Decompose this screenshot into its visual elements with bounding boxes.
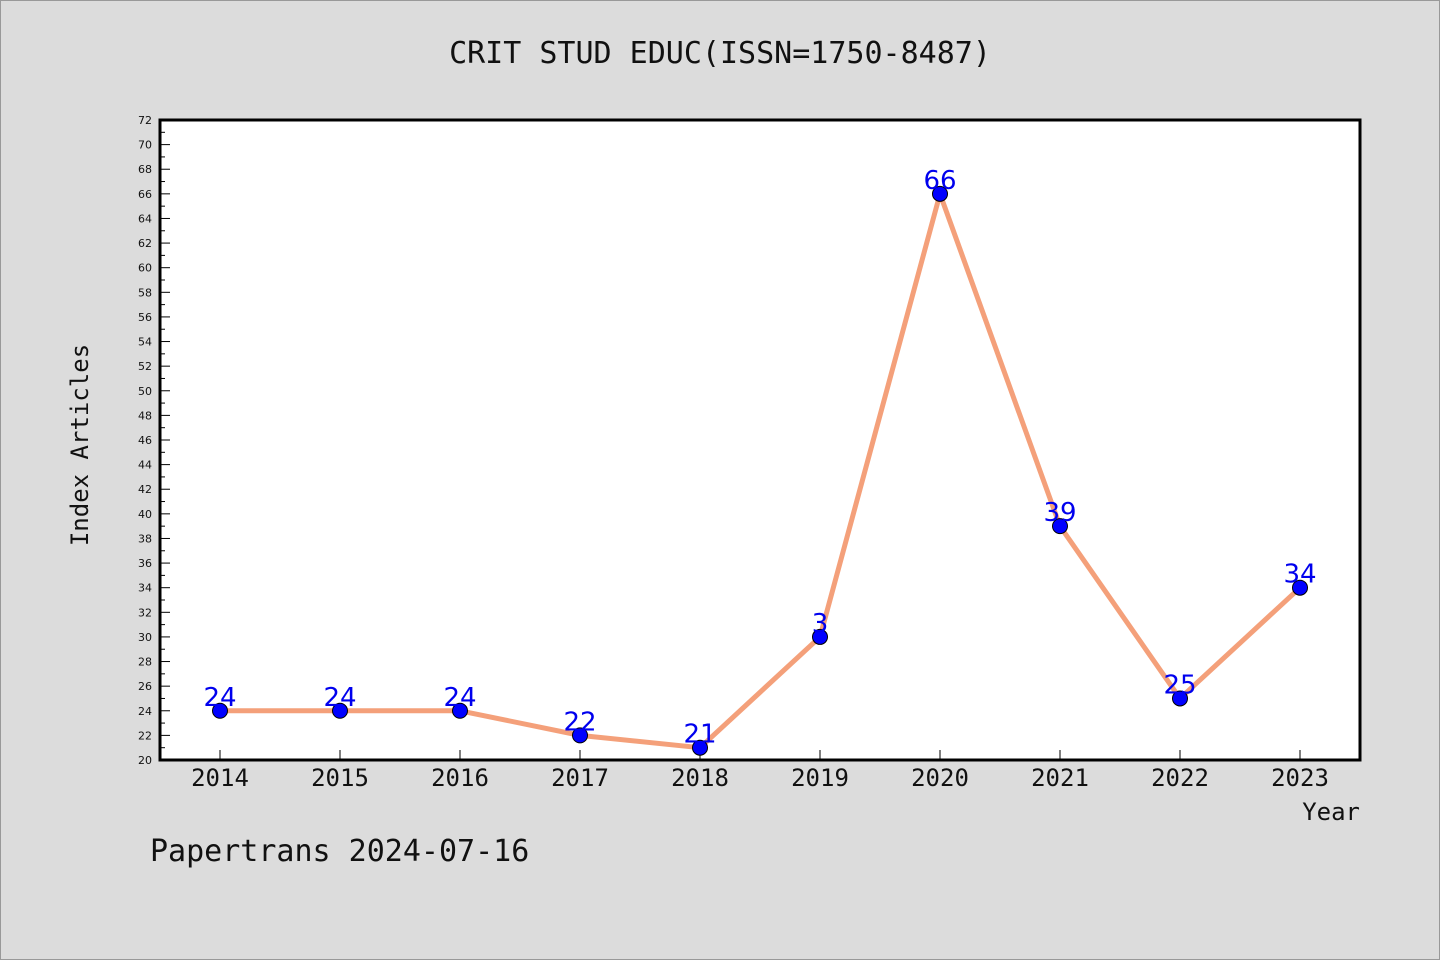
y-tick-label: 40 bbox=[138, 508, 152, 521]
data-label: 24 bbox=[443, 683, 476, 713]
data-label: 3 bbox=[812, 609, 829, 639]
data-point bbox=[1052, 518, 1068, 535]
y-tick-label: 64 bbox=[138, 212, 152, 225]
x-tick-label: 2022 bbox=[1151, 764, 1209, 792]
data-point bbox=[332, 702, 348, 719]
data-label: 22 bbox=[563, 707, 596, 737]
y-tick-label: 22 bbox=[138, 729, 152, 742]
x-tick-label: 2014 bbox=[191, 764, 249, 792]
y-tick-label: 70 bbox=[138, 139, 152, 152]
y-tick-label: 46 bbox=[138, 434, 152, 447]
y-axis-ticks: 20 22 24 26 28 30 32 34 36 38 40 42 44 46 48 50 52 54 56 58… bbox=[138, 114, 170, 767]
data-point bbox=[932, 185, 948, 202]
data-point bbox=[1172, 690, 1188, 707]
x-tick-label: 2018 bbox=[671, 764, 729, 792]
series-line bbox=[220, 191, 1302, 751]
x-axis-label: Year bbox=[1302, 798, 1360, 826]
y-tick-label: 30 bbox=[138, 631, 152, 644]
y-tick-label: 44 bbox=[138, 459, 152, 472]
y-tick-label: 24 bbox=[138, 705, 152, 718]
chart-title: CRIT STUD EDUC(ISSN=1750-8487) bbox=[449, 36, 991, 71]
data-label: 66 bbox=[923, 166, 956, 196]
x-tick-label: 2021 bbox=[1031, 764, 1089, 792]
y-tick-label: 28 bbox=[138, 656, 152, 669]
y-tick-label: 60 bbox=[138, 262, 152, 275]
y-tick-label: 52 bbox=[138, 360, 152, 373]
y-tick-label: 56 bbox=[138, 311, 152, 324]
x-tick-label: 2016 bbox=[431, 764, 489, 792]
data-label: 34 bbox=[1283, 560, 1316, 590]
y-tick-label: 50 bbox=[138, 385, 152, 398]
y-tick-label: 26 bbox=[138, 680, 152, 693]
footer-credit: Papertrans 2024-07-16 bbox=[150, 834, 530, 869]
data-label: 39 bbox=[1043, 498, 1076, 528]
x-tick-label: 2015 bbox=[311, 764, 369, 792]
y-tick-label: 36 bbox=[138, 557, 152, 570]
data-point bbox=[212, 702, 228, 719]
plot-area bbox=[158, 118, 1362, 762]
data-point bbox=[572, 727, 588, 744]
y-tick-label: 54 bbox=[138, 336, 152, 349]
y-tick-label: 66 bbox=[138, 188, 152, 201]
y-tick-label: 32 bbox=[138, 606, 152, 619]
x-tick-label: 2023 bbox=[1271, 764, 1329, 792]
y-tick-label: 68 bbox=[138, 163, 152, 176]
y-tick-label: 38 bbox=[138, 532, 152, 545]
data-label: 21 bbox=[683, 720, 716, 750]
data-label: 24 bbox=[203, 683, 236, 713]
data-point bbox=[812, 628, 828, 645]
y-tick-label: 72 bbox=[138, 114, 152, 127]
y-axis-label: Index Articles bbox=[66, 344, 94, 546]
x-tick-label: 2020 bbox=[911, 764, 969, 792]
series-layer: 24 24 24 22 21 3 66 39 25 34 bbox=[203, 166, 1317, 756]
data-point bbox=[1292, 579, 1308, 596]
x-axis-ticks: 2014 2015 2016 2017 2018 2019 2020 2021 2022 2023 bbox=[191, 750, 1329, 792]
y-tick-label: 58 bbox=[138, 286, 152, 299]
x-tick-label: 2019 bbox=[791, 764, 849, 792]
y-tick-label: 42 bbox=[138, 483, 152, 496]
x-tick-label: 2017 bbox=[551, 764, 609, 792]
data-label: 25 bbox=[1163, 670, 1196, 700]
y-tick-label: 20 bbox=[138, 754, 152, 767]
data-point bbox=[452, 702, 468, 719]
y-tick-label: 34 bbox=[138, 582, 152, 595]
y-tick-label: 48 bbox=[138, 409, 152, 422]
data-label: 24 bbox=[323, 683, 356, 713]
y-tick-label: 62 bbox=[138, 237, 152, 250]
data-point bbox=[692, 739, 708, 756]
